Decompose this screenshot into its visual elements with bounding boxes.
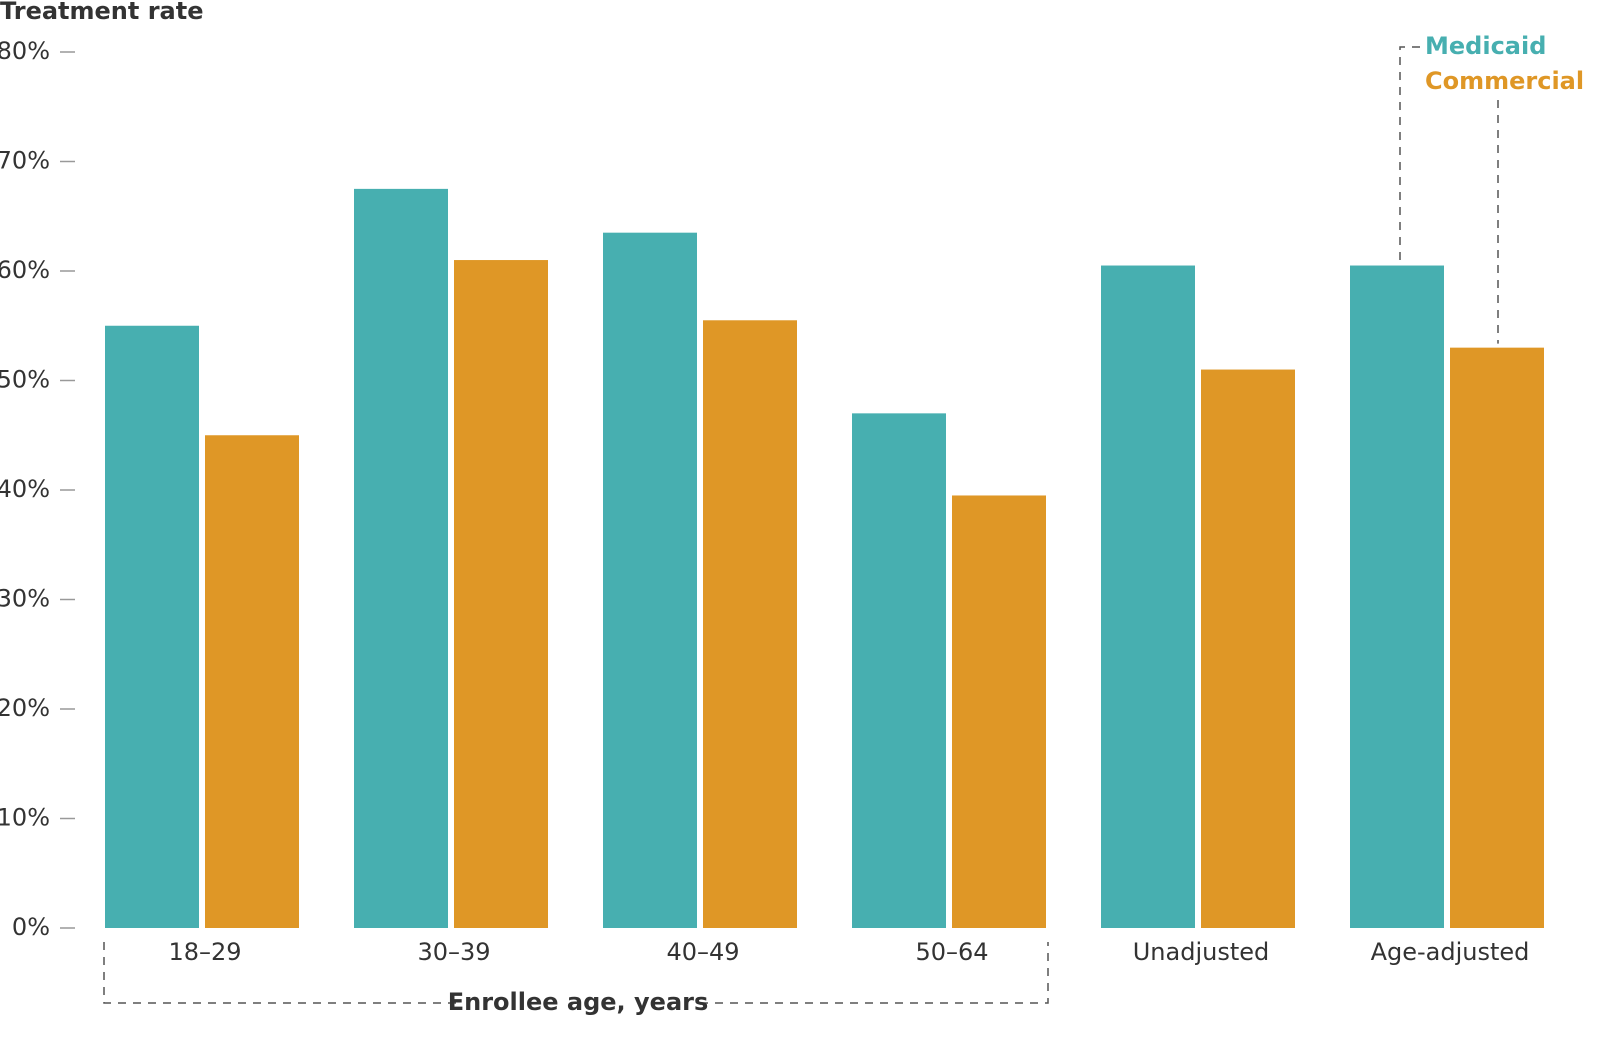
bar [1450,347,1544,928]
legend-label: Medicaid [1425,32,1546,60]
y-tick-label: 0% [12,913,50,941]
bar [952,495,1046,928]
x-tick-label: 40–49 [666,938,739,966]
x-tick-label: 18–29 [168,938,241,966]
y-tick-label: 10% [0,804,50,832]
bar [105,325,199,928]
y-axis-title: Treatment rate [0,0,204,25]
bar [1101,265,1195,928]
y-tick-label: 20% [0,694,50,722]
group-label: Enrollee age, years [448,988,709,1016]
x-tick-label: 50–64 [915,938,988,966]
bar [703,320,797,928]
x-tick-label: Unadjusted [1133,938,1270,966]
y-tick-label: 60% [0,256,50,284]
legend-label: Commercial [1425,67,1584,95]
legend-leader [1399,46,1420,262]
bar [1201,369,1295,928]
y-tick-label: 30% [0,585,50,613]
bar [454,260,548,928]
bar [354,188,448,928]
x-tick-label: 30–39 [417,938,490,966]
bar [603,232,697,929]
x-tick-label: Age-adjusted [1371,938,1530,966]
y-tick-label: 70% [0,147,50,175]
y-tick-label: 50% [0,366,50,394]
y-tick-label: 80% [0,37,50,65]
bracket [103,942,1049,1004]
bar [1350,265,1444,928]
bar [205,435,299,928]
bar [852,413,946,929]
y-tick-label: 40% [0,475,50,503]
